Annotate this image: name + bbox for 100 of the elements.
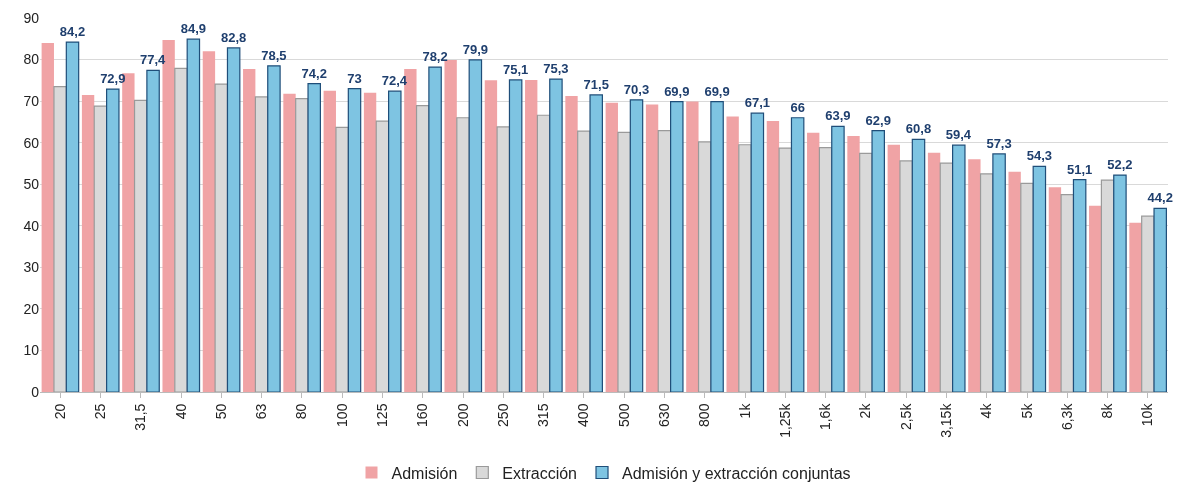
bar xyxy=(565,96,578,392)
x-tick-label: 630 xyxy=(655,403,672,427)
y-tick-label: 50 xyxy=(23,176,40,193)
data-label: 82,8 xyxy=(220,29,247,45)
bar xyxy=(243,69,256,392)
data-label: 79,9 xyxy=(462,41,489,57)
x-tick-label: 2,5k xyxy=(897,402,914,431)
data-label: 75,3 xyxy=(543,61,569,77)
bar xyxy=(1089,205,1102,392)
data-label: 71,5 xyxy=(583,76,609,92)
data-label: 75,1 xyxy=(502,61,529,77)
bar xyxy=(53,85,67,392)
x-tick-label: 400 xyxy=(575,403,592,427)
x-tick-label: 160 xyxy=(414,403,431,427)
bar xyxy=(363,92,377,392)
data-label: 72,4 xyxy=(381,73,408,89)
bar xyxy=(899,160,913,392)
data-label: 72,9 xyxy=(100,71,126,87)
bar xyxy=(496,126,511,392)
bar xyxy=(726,116,739,392)
bar xyxy=(283,93,296,392)
bar xyxy=(484,80,498,392)
x-tick-label: 80 xyxy=(293,403,310,420)
bar xyxy=(508,79,523,392)
bar xyxy=(388,90,402,392)
bar xyxy=(629,99,644,392)
data-label: 52,2 xyxy=(1107,157,1133,173)
y-tick-label: 20 xyxy=(23,300,40,317)
bar xyxy=(1072,179,1087,392)
bar xyxy=(1113,174,1127,392)
bar xyxy=(589,94,603,392)
data-label: 60,8 xyxy=(905,121,932,137)
data-label: 69,9 xyxy=(664,83,690,99)
bar xyxy=(428,66,442,392)
bar xyxy=(992,153,1006,392)
x-tick-label: 31,5 xyxy=(132,403,149,431)
bar xyxy=(750,112,765,392)
bar xyxy=(1129,222,1142,392)
x-tick-label: 1k xyxy=(736,402,753,419)
x-tick-label: 500 xyxy=(615,403,632,427)
bar xyxy=(847,136,860,392)
x-tick-label: 1,25k xyxy=(776,402,793,438)
bar xyxy=(1060,194,1075,392)
data-label: 70,3 xyxy=(623,81,650,97)
bar xyxy=(1153,207,1167,392)
y-tick-label: 40 xyxy=(23,217,40,234)
x-tick-label: 6,3k xyxy=(1058,402,1075,431)
data-label: 44,2 xyxy=(1147,190,1173,206)
x-tick-label: 315 xyxy=(535,403,552,427)
data-label: 57,3 xyxy=(986,135,1012,151)
y-tick-label: 70 xyxy=(23,93,40,110)
bar xyxy=(968,159,981,392)
legend-label: Extracción xyxy=(502,464,578,482)
bar xyxy=(267,65,281,392)
bar xyxy=(106,88,120,392)
x-tick-label: 2k xyxy=(857,402,874,419)
x-tick-label: 20 xyxy=(51,403,68,420)
bar xyxy=(1020,182,1034,392)
x-tick-label: 40 xyxy=(172,403,189,420)
bar xyxy=(670,100,684,392)
legend-label: Admisión y extracción conjuntas xyxy=(622,464,851,482)
bar xyxy=(226,47,241,392)
legend-label: Admisión xyxy=(391,464,458,482)
bar xyxy=(686,101,699,392)
x-tick-label: 200 xyxy=(454,403,471,427)
bar xyxy=(549,78,563,392)
data-label: 63,9 xyxy=(825,108,851,124)
y-tick-label: 80 xyxy=(23,51,40,68)
bar xyxy=(202,51,216,392)
x-tick-label: 5k xyxy=(1018,402,1035,419)
x-tick-label: 25 xyxy=(91,403,108,420)
y-tick-label: 30 xyxy=(23,259,40,276)
x-tick-label: 8k xyxy=(1099,402,1116,419)
bar xyxy=(927,152,941,392)
y-tick-label: 60 xyxy=(23,134,40,151)
x-tick-label: 50 xyxy=(212,403,229,420)
bar xyxy=(146,69,160,392)
bar xyxy=(525,79,538,392)
bar xyxy=(778,147,793,392)
bar xyxy=(617,131,631,392)
data-label: 74,2 xyxy=(301,65,327,81)
bar xyxy=(65,41,80,392)
data-label: 84,9 xyxy=(180,21,207,37)
bar xyxy=(347,88,362,392)
x-tick-label: 800 xyxy=(696,403,713,427)
bar xyxy=(214,83,229,392)
bar xyxy=(710,100,724,392)
data-label: 59,4 xyxy=(945,127,972,143)
bar xyxy=(1008,171,1021,392)
bar xyxy=(952,144,966,392)
y-tick-label: 0 xyxy=(31,383,40,400)
x-tick-label: 3,15k xyxy=(937,402,954,438)
x-tick-label: 100 xyxy=(333,403,350,427)
x-tick-label: 250 xyxy=(494,403,511,427)
y-tick-label: 10 xyxy=(23,342,40,359)
bar xyxy=(1032,165,1047,392)
data-label: 78,2 xyxy=(422,49,448,65)
x-tick-label: 63 xyxy=(253,403,270,420)
bar xyxy=(174,67,188,392)
data-label: 84,2 xyxy=(59,24,86,40)
